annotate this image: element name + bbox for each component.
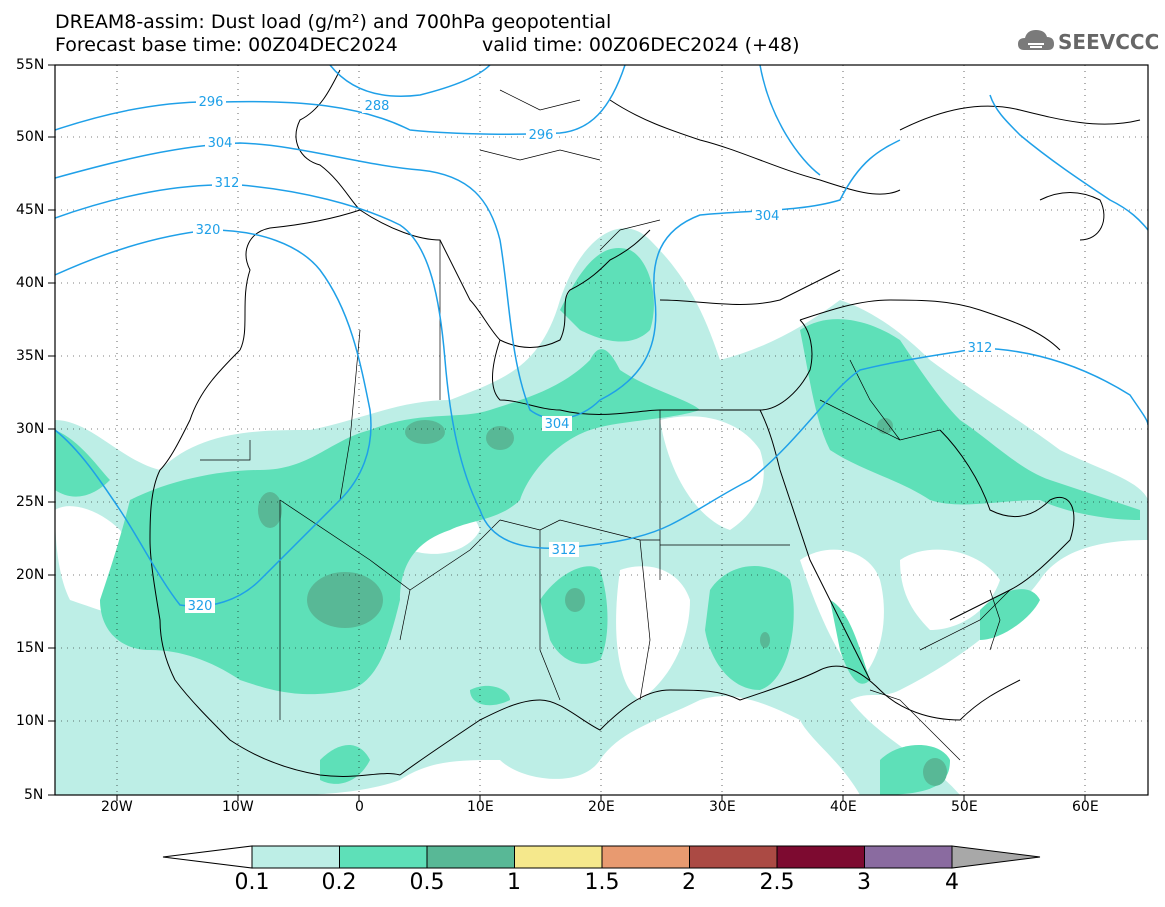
lat-label: 40N [16,275,45,291]
contour-label: 312 [215,176,240,191]
lat-label: 5N [24,787,44,803]
lat-label: 30N [16,421,45,437]
axis-ticks [48,64,1086,801]
base-time-label: Forecast base time: 00Z04DEC2024 [55,34,398,56]
contour-label: 288 [365,99,390,114]
colorbar-label: 4 [945,870,959,895]
contour-label: 296 [529,128,554,143]
lon-label: 50E [951,799,978,815]
cloud-icon [1018,30,1054,50]
dust-dark-regions [258,418,947,786]
contour-label: 312 [552,543,577,558]
map-title: DREAM8-assim: Dust load (g/m²) and 700hP… [55,11,612,33]
lon-label: 20W [101,799,133,815]
contour-label: 320 [196,223,221,238]
coastlines [149,69,1141,777]
valid-time-label: valid time: 00Z06DEC2024 (+48) [482,34,800,56]
colorbar-label: 2 [682,870,696,895]
lon-label: 10E [467,799,494,815]
lon-label: 20E [588,799,615,815]
colorbar-label: 1.5 [584,870,620,895]
lat-label: 15N [16,640,45,656]
lat-label: 50N [16,129,45,145]
lat-label: 20N [16,567,45,583]
lon-label: 30E [709,799,736,815]
lon-label: 10W [222,799,254,815]
colorbar-label: 1 [507,870,521,895]
lon-label: 60E [1072,799,1099,815]
colorbar-label: 2.5 [759,870,795,895]
contour-labels: 296 288 296 304 304 312 312 312 320 320 … [185,94,995,614]
logo-text: SEEVCCC [1058,30,1160,54]
seevccc-logo [1018,30,1054,50]
dust-medium-regions [55,248,1140,795]
lat-label: 55N [16,57,45,73]
lat-lon-grid [55,65,1148,795]
lat-label: 25N [16,494,45,510]
lat-label: 45N [16,202,45,218]
lat-label: 35N [16,348,45,364]
contour-label: 296 [199,95,224,110]
contour-label: 320 [188,599,213,614]
colorbar-label: 0.5 [409,870,445,895]
colorbar-label: 3 [857,870,871,895]
contour-label: 312 [968,341,993,356]
lat-label: 10N [16,713,45,729]
colorbar-label: 0.1 [234,870,270,895]
contour-label: 304 [208,136,233,151]
lon-label: 0 [355,799,364,815]
contour-label: 304 [545,417,570,432]
colorbar-label: 0.2 [321,870,357,895]
country-borders [200,89,1011,761]
lon-label: 40E [830,799,857,815]
contour-label: 304 [755,209,780,224]
